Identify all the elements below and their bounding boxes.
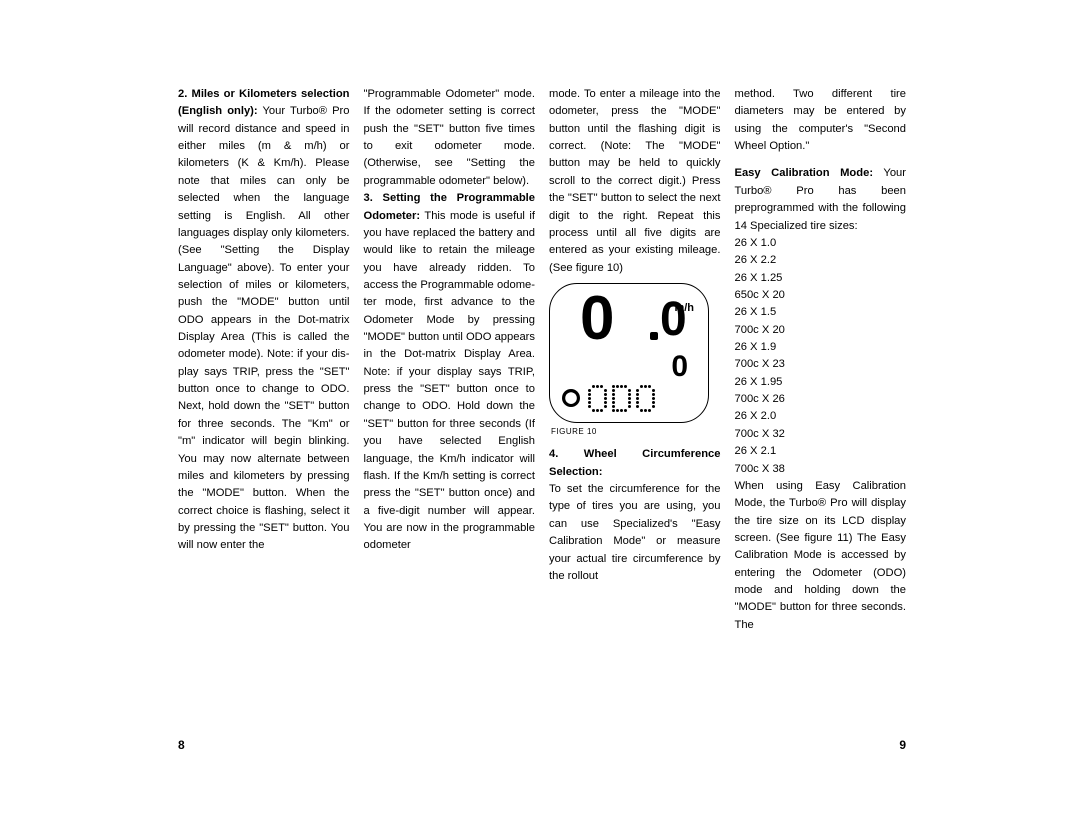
tire-size-item: 26 X 2.1 bbox=[735, 443, 907, 460]
column-1: 2. Miles or Kilometers selection (Englis… bbox=[178, 86, 350, 722]
column-container: 2. Miles or Kilometers selection (Englis… bbox=[178, 86, 906, 722]
turbo-icon: ⬤ bbox=[562, 389, 580, 407]
tire-size-item: 700c X 20 bbox=[735, 322, 907, 339]
easy-cal-body: When using Easy Calibration Mode, the Tu… bbox=[735, 478, 907, 634]
section-4-body: To set the circumference for the type of… bbox=[549, 483, 721, 582]
column-2: "Programmable Odometer" mode. If the odo… bbox=[364, 86, 536, 722]
col2-continuation: "Programmable Odometer" mode. If the odo… bbox=[364, 86, 536, 190]
column-4: method. Two different tire diameters may… bbox=[735, 86, 907, 722]
section-3-odometer: 3. Setting the Programmable Odometer: Th… bbox=[364, 190, 536, 555]
figure-caption: FIGURE 10 bbox=[551, 426, 709, 438]
section-2-mk: 2. Miles or Kilometers selection (Englis… bbox=[178, 86, 350, 555]
lcd-sub-digit: 0 bbox=[671, 352, 688, 382]
easy-cal-heading: Easy Calibration Mode: bbox=[735, 167, 874, 179]
tire-size-item: 26 X 2.0 bbox=[735, 408, 907, 425]
section-4-wheel: 4. Wheel Circumference Selection: To set… bbox=[549, 446, 721, 585]
lcd-display: m/h 0 0 0 ⬤ bbox=[549, 283, 709, 423]
lcd-mode-label bbox=[588, 385, 655, 412]
lcd-decimal-digit: 0 bbox=[660, 296, 687, 344]
page-number-left: 8 bbox=[178, 738, 185, 752]
tire-size-item: 26 X 2.2 bbox=[735, 252, 907, 269]
lcd-mode-row: ⬤ bbox=[550, 385, 708, 412]
tire-size-item: 26 X 1.0 bbox=[735, 235, 907, 252]
section-3-body: This mode is useful if you have replaced… bbox=[364, 210, 536, 552]
tire-size-item: 26 X 1.9 bbox=[735, 339, 907, 356]
section-2-body: Your Turbo® Pro will record distance and… bbox=[178, 105, 350, 551]
section-4-heading: 4. Wheel Circumference Selection: bbox=[549, 448, 721, 477]
manual-page-spread: 2. Miles or Kilometers selection (Englis… bbox=[178, 86, 906, 752]
column-3: mode. To enter a mileage into the odomet… bbox=[549, 86, 721, 722]
easy-cal-section: Easy Calibration Mode: Your Turbo® Pro h… bbox=[735, 165, 907, 234]
tire-size-list: 26 X 1.026 X 2.226 X 1.25650c X 2026 X 1… bbox=[735, 235, 907, 478]
col4-continuation: method. Two different tire diameters may… bbox=[735, 86, 907, 155]
page-number-right: 9 bbox=[899, 738, 906, 752]
tire-size-item: 26 X 1.25 bbox=[735, 270, 907, 287]
tire-size-item: 650c X 20 bbox=[735, 287, 907, 304]
lcd-figure-wrap: m/h 0 0 0 ⬤ FIGURE 10 bbox=[549, 283, 709, 438]
lcd-decimal-point bbox=[650, 332, 658, 340]
tire-size-item: 700c X 23 bbox=[735, 356, 907, 373]
col3-continuation: mode. To enter a mileage into the odomet… bbox=[549, 86, 721, 277]
tire-size-item: 26 X 1.5 bbox=[735, 304, 907, 321]
tire-size-item: 26 X 1.95 bbox=[735, 374, 907, 391]
tire-size-item: 700c X 38 bbox=[735, 461, 907, 478]
lcd-main-digit: 0 bbox=[580, 288, 611, 350]
tire-size-item: 700c X 32 bbox=[735, 426, 907, 443]
tire-size-item: 700c X 26 bbox=[735, 391, 907, 408]
